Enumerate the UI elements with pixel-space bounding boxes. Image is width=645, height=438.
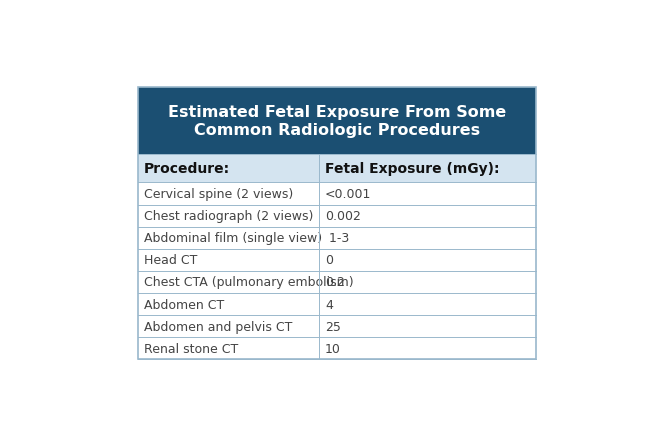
Text: 10: 10 (325, 342, 341, 355)
Text: Chest radiograph (2 views): Chest radiograph (2 views) (144, 210, 313, 223)
Bar (138, 88, 535, 360)
Bar (138, 227, 535, 249)
Text: Estimated Fetal Exposure From Some: Estimated Fetal Exposure From Some (168, 104, 506, 119)
Text: Renal stone CT: Renal stone CT (144, 342, 239, 355)
Text: Fetal Exposure (mGy):: Fetal Exposure (mGy): (325, 162, 499, 176)
Text: <0.001: <0.001 (325, 187, 372, 201)
Text: Chest CTA (pulmonary embolism): Chest CTA (pulmonary embolism) (144, 276, 353, 289)
Text: 0: 0 (325, 254, 333, 267)
Bar (138, 337, 535, 360)
Bar (138, 205, 535, 227)
Text: 4: 4 (325, 298, 333, 311)
Text: Cervical spine (2 views): Cervical spine (2 views) (144, 187, 293, 201)
Bar (138, 271, 535, 293)
Bar (138, 293, 535, 315)
Text: 25: 25 (325, 320, 341, 333)
Text: 0.2: 0.2 (325, 276, 345, 289)
Text: Abdomen CT: Abdomen CT (144, 298, 224, 311)
Text: 0.002: 0.002 (325, 210, 361, 223)
Bar (138, 155, 535, 183)
Text: Abdominal film (single view): Abdominal film (single view) (144, 232, 322, 245)
Bar (138, 315, 535, 337)
Bar (138, 183, 535, 205)
Bar (138, 88, 535, 155)
Text: 1-3: 1-3 (325, 232, 349, 245)
Text: Procedure:: Procedure: (144, 162, 230, 176)
Bar (138, 249, 535, 271)
Text: Common Radiologic Procedures: Common Radiologic Procedures (194, 123, 480, 138)
Text: Head CT: Head CT (144, 254, 197, 267)
Text: Abdomen and pelvis CT: Abdomen and pelvis CT (144, 320, 292, 333)
